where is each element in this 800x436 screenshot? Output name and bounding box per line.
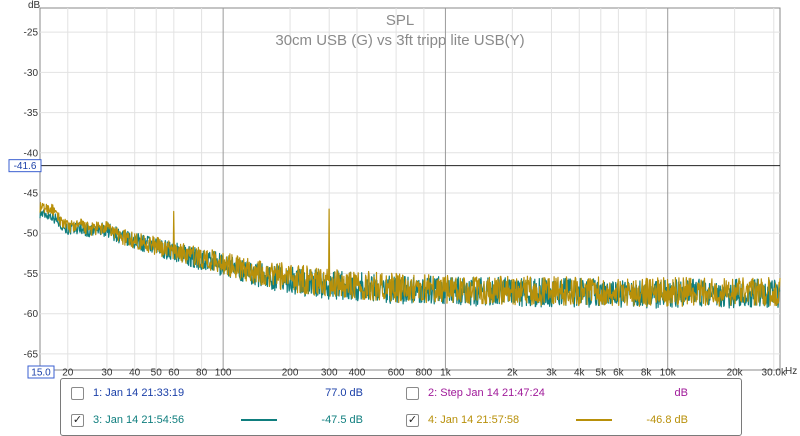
chart-subtitle: 30cm USB (G) vs 3ft tripp lite USB(Y) (275, 32, 524, 49)
legend-item-3[interactable]: ✓ 3: Jan 14 21:54:56 -47.5 dB (71, 410, 391, 430)
x-tick-labels: 20 30 40 50 60 80 100 200 300 400 600 800 1k 2k 3k 4k 5k… (62, 368, 787, 379)
legend-checkbox-2[interactable] (406, 387, 419, 400)
x-start-readout: 15.0 (27, 365, 55, 379)
x-tick-label: 1k (440, 368, 452, 379)
y-tick-label: -65 (24, 349, 39, 360)
x-tick-label: 30 (101, 368, 113, 379)
y-axis-label: dB (28, 0, 41, 11)
legend-swatch-3 (241, 419, 277, 421)
x-tick-label: 40 (129, 368, 141, 379)
x-tick-label: 300 (321, 368, 338, 379)
grid (40, 8, 780, 370)
legend-checkbox-3[interactable]: ✓ (71, 414, 84, 427)
legend-value-1: 77.0 dB (325, 387, 363, 399)
x-tick-label: 20k (727, 368, 744, 379)
legend-item-4[interactable]: ✓ 4: Jan 14 21:57:58 -46.8 dB (406, 410, 726, 430)
x-axis-label: Hz (785, 366, 797, 377)
cursor-y-box (8, 159, 42, 173)
x-tick-label: 50 (151, 368, 163, 379)
x-tick-label: 4k (574, 368, 586, 379)
y-tick-label: -60 (24, 309, 39, 320)
legend-value-2: dB (674, 387, 688, 399)
legend-checkbox-1[interactable] (71, 387, 84, 400)
x-tick-label: 100 (215, 368, 232, 379)
y-tick-label: -50 (24, 229, 39, 240)
legend-panel: 1: Jan 14 21:33:19 77.0 dB 2: Step Jan 1… (60, 378, 742, 436)
x-start-box (27, 365, 55, 379)
series-group (39, 202, 781, 309)
x-tick-label: 5k (596, 368, 608, 379)
x-start-label: 15.0 (31, 368, 51, 379)
y-tick-labels: -25 -30 -35 -40 -45 -50 -55 -60 -65 (24, 28, 39, 361)
x-tick-label: 2k (507, 368, 519, 379)
legend-label-1: 1: Jan 14 21:33:19 (93, 387, 185, 399)
x-tick-label: 80 (196, 368, 208, 379)
legend-label-2: 2: Step Jan 14 21:47:24 (428, 387, 545, 399)
x-tick-label: 800 (416, 368, 433, 379)
legend-label-4: 4: Jan 14 21:57:58 (428, 414, 520, 426)
x-tick-label: 30.0k (762, 368, 787, 379)
legend-item-2[interactable]: 2: Step Jan 14 21:47:24 dB (406, 383, 726, 403)
series-line-4 (39, 202, 781, 307)
legend-checkbox-4[interactable]: ✓ (406, 414, 419, 427)
x-tick-label: 6k (613, 368, 625, 379)
x-tick-label: 400 (349, 368, 366, 379)
legend-value-3: -47.5 dB (321, 414, 363, 426)
y-tick-label: -45 (24, 189, 39, 200)
x-tick-label: 60 (168, 368, 180, 379)
x-tick-label: 10k (660, 368, 677, 379)
legend-label-3: 3: Jan 14 21:54:56 (93, 414, 185, 426)
y-tick-label: -55 (24, 269, 39, 280)
y-tick-label: -35 (24, 108, 39, 119)
y-tick-label: -30 (24, 68, 39, 79)
legend-swatch-4 (576, 419, 612, 421)
x-tick-label: 20 (62, 368, 74, 379)
x-tick-label: 3k (546, 368, 558, 379)
chart-title: SPL (386, 12, 414, 29)
cursor-y-label: -41.6 (14, 161, 37, 172)
x-tick-label: 8k (641, 368, 653, 379)
plot-area (39, 7, 781, 371)
cursor-y-readout: -41.6 (8, 159, 42, 173)
legend-item-1[interactable]: 1: Jan 14 21:33:19 77.0 dB (71, 383, 391, 403)
x-tick-label: 600 (388, 368, 405, 379)
y-tick-label: -40 (24, 148, 39, 159)
legend-value-4: -46.8 dB (646, 414, 688, 426)
x-tick-label: 200 (282, 368, 299, 379)
y-tick-label: -25 (24, 28, 39, 39)
